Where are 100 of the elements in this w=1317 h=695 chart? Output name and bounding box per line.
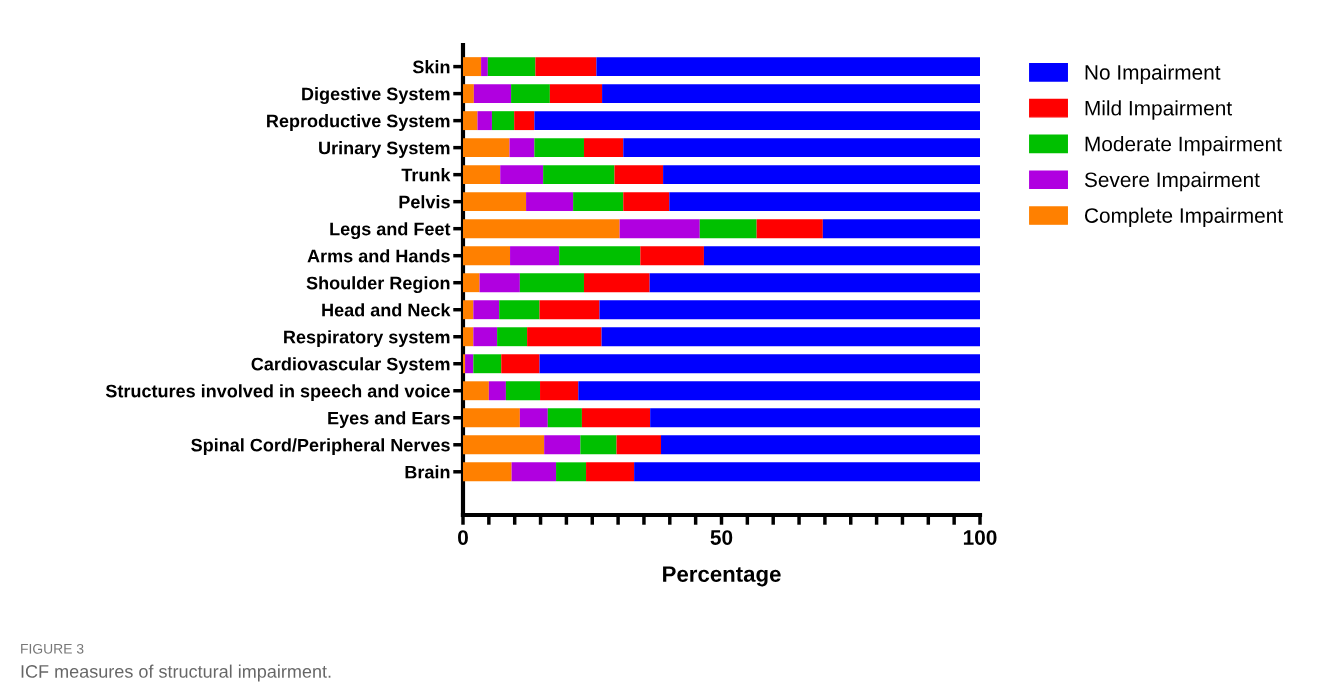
bar [463,462,512,482]
bar [703,246,980,266]
bar [650,408,980,428]
bar [539,354,980,374]
y-tick-label: Skin [412,60,450,74]
bar [616,435,662,455]
y-tick-label: Structures involved in speech and voice [105,384,450,402]
bar [463,300,474,320]
bar [649,273,980,293]
bar [540,381,579,401]
bar [559,246,641,266]
bar [510,246,560,266]
y-tick-label: Cardiovascular System [251,357,450,375]
bar [473,300,500,320]
bar [614,165,664,185]
legend-label: Mild Impairment [1085,100,1232,120]
y-tick-label: Shoulder Region [306,276,450,294]
bar [822,219,980,239]
text: ICF measures of structural impairment. [21,664,331,682]
bar [477,111,492,131]
bar [491,111,515,131]
bar [463,57,482,77]
legend-label: Moderate Impairment [1085,136,1282,156]
x-tick-label: 100 [963,530,997,545]
bar [619,219,700,239]
bar [534,138,584,158]
bar [543,165,615,185]
bar [463,84,474,104]
y-tick-label: Trunk [401,168,451,182]
bar [535,57,597,77]
x-tick-label: 50 [710,530,733,545]
bar [473,84,512,104]
bar [497,327,528,347]
bar [580,435,617,455]
bar [669,192,980,212]
bar [463,354,466,374]
bar [601,327,980,347]
y-tick-label: Reproductive System [267,114,450,131]
bar [463,138,510,158]
legend-label: Severe Impairment [1084,171,1260,192]
bar [556,462,587,482]
bar [663,165,980,185]
y-tick-label: Urinary System [319,141,450,158]
bar [487,57,536,77]
bar [463,192,527,212]
y-tick-label: Arms and Hands [307,249,450,263]
legend-label: No Impairment [1085,64,1221,84]
bar [583,138,624,158]
y-tick-label: Spinal Cord/Peripheral Nerves [191,438,450,456]
bar [581,408,651,428]
bar [623,138,980,158]
bar [526,192,574,212]
y-tick-label: Digestive System [302,87,450,104]
bar [578,381,980,401]
bar [500,165,544,185]
legend-label: Complete Impairment [1084,207,1283,228]
bar [519,273,584,293]
bar [544,435,581,455]
x-tick-label: 0 [458,530,468,545]
x-axis-title: Percentage [663,566,781,587]
y-tick-label: Legs and Feet [330,222,451,240]
bar [465,354,474,374]
bar [463,273,480,293]
bar [527,327,602,347]
y-tick-label: Eyes and Ears [328,411,450,429]
bar [463,246,511,266]
bar [661,435,980,455]
bar [756,219,823,239]
bar [599,300,980,320]
bar [499,300,540,320]
bar [501,354,540,374]
bar [573,192,624,212]
bar [509,138,535,158]
bar [623,192,670,212]
y-tick-label: Pelvis [399,195,450,209]
bar [473,327,498,347]
bar [463,408,520,428]
bar [463,111,478,131]
bar [547,408,582,428]
bar [463,165,501,185]
bar [511,462,557,482]
bar [634,462,980,482]
bar [488,381,506,401]
bar [511,84,550,104]
bar [463,219,620,239]
y-tick-label: Head and Neck [322,303,451,317]
bar [519,408,548,428]
bar [479,273,520,293]
y-tick-label: Respiratory system [284,330,450,348]
bar [534,111,980,131]
bar [596,57,980,77]
bar [463,327,474,347]
bar [583,273,650,293]
y-tick-label: Brain [405,465,450,479]
bar [505,381,541,401]
bar [463,435,545,455]
bar [699,219,757,239]
bar [473,354,502,374]
bar [463,381,489,401]
bar [539,300,600,320]
